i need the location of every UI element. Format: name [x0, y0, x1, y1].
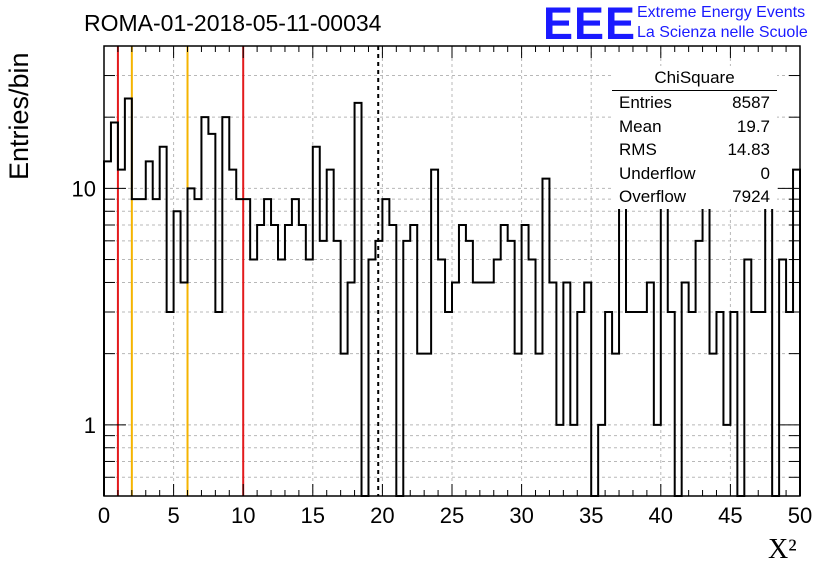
stats-value: 8587 — [732, 93, 770, 112]
stats-row-overflow: Overflow 7924 — [612, 185, 777, 209]
x-tick-label: 25 — [440, 503, 464, 528]
stats-row-mean: Mean 19.7 — [612, 115, 777, 139]
logo-caption: Extreme Energy Events La Scienza nelle S… — [637, 3, 808, 43]
stats-row-entries: Entries 8587 — [612, 91, 777, 115]
y-axis-label: Entries/bin — [4, 52, 34, 180]
x-tick-label: 0 — [98, 503, 110, 528]
reference-lines — [116, 46, 380, 496]
stats-value: 0 — [760, 163, 770, 183]
stats-title: ChiSquare — [612, 66, 777, 91]
stats-label: Mean — [619, 116, 662, 136]
x-tick-label: 40 — [649, 503, 673, 528]
stats-label: Overflow — [619, 187, 687, 206]
x-tick-label: 30 — [509, 503, 533, 528]
stats-box: ChiSquare Entries 8587 Mean 19.7 RMS 14.83 … — [612, 66, 777, 209]
y-tick-label: 10 — [72, 176, 96, 201]
axis-ticks — [103, 46, 801, 496]
stats-value: 7924 — [732, 187, 770, 206]
chart-title: ROMA-01-2018-05-11-00034 — [84, 10, 382, 36]
logo-line-2: La Scienza nelle Scuole — [637, 24, 808, 41]
x-tick-label: 5 — [167, 503, 179, 528]
x-axis-label: X² — [768, 534, 797, 565]
tick-labels: 0 5 10 15 20 25 30 35 40 45 50 1 10 — [72, 176, 813, 528]
y-tick-label: 1 — [84, 413, 96, 438]
logo-line-1: Extreme Energy Events — [637, 4, 806, 21]
stats-value: 19.7 — [736, 116, 770, 136]
x-tick-label: 45 — [718, 503, 742, 528]
stats-value: 14.83 — [727, 140, 770, 159]
stats-row-rms: RMS 14.83 — [612, 138, 777, 162]
x-tick-label: 50 — [788, 503, 812, 528]
stats-label: Underflow — [619, 163, 696, 183]
stats-row-underflow: Underflow 0 — [612, 162, 777, 186]
x-tick-label: 15 — [301, 503, 325, 528]
x-tick-label: 10 — [231, 503, 255, 528]
stats-label: RMS — [619, 140, 657, 159]
x-tick-label: 20 — [370, 503, 394, 528]
histogram-series — [103, 97, 801, 497]
x-tick-label: 35 — [579, 503, 603, 528]
eee-logo: EEE — [543, 0, 637, 49]
stats-label: Entries — [619, 93, 672, 112]
